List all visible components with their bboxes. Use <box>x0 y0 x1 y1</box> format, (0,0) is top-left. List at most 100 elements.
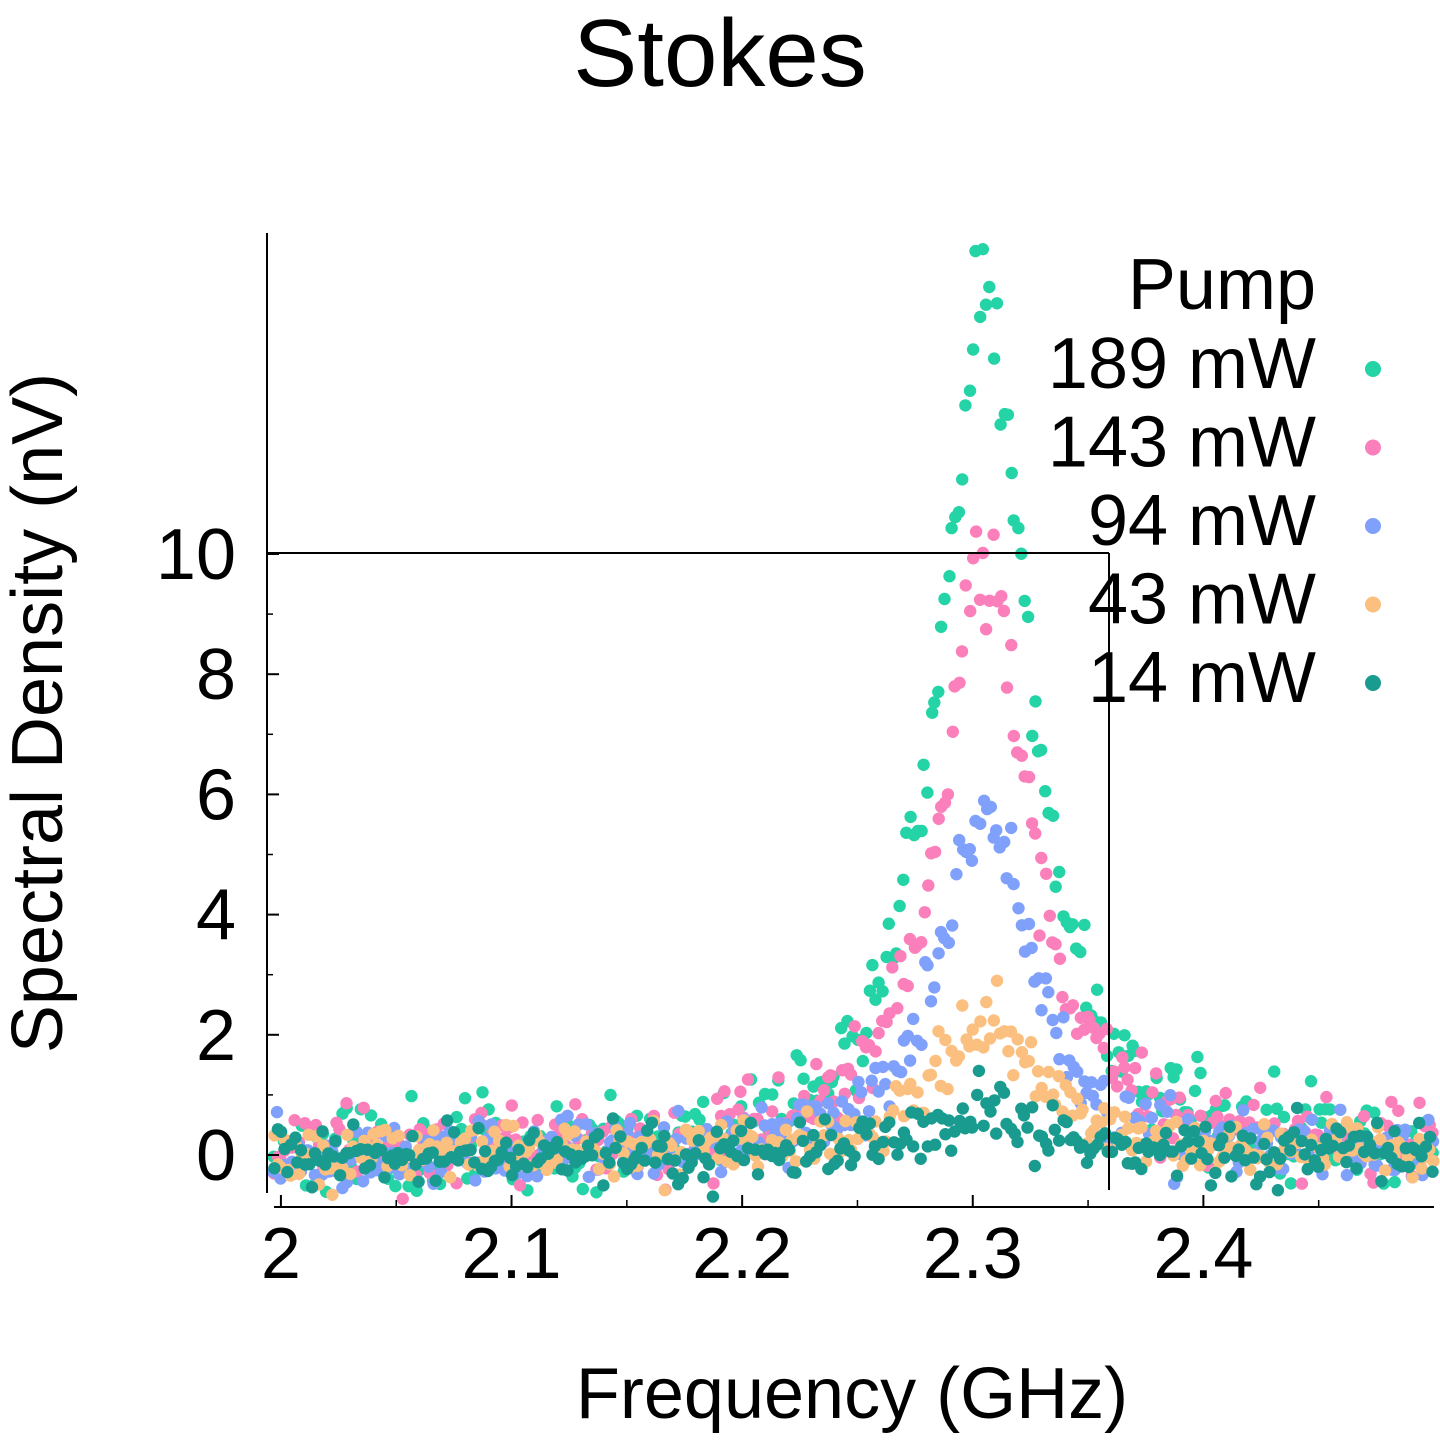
point-14-mw <box>737 1153 751 1167</box>
point-143-mw <box>1025 817 1039 830</box>
point-143-mw <box>922 879 935 892</box>
point-14-mw <box>860 1128 873 1141</box>
point-14-mw <box>1413 1116 1426 1130</box>
point-94-mw <box>1334 1103 1347 1117</box>
point-43-mw <box>1415 1162 1429 1175</box>
point-189-mw <box>934 620 948 633</box>
point-143-mw <box>969 525 983 538</box>
point-189-mw <box>869 993 882 1006</box>
point-14-mw <box>818 1113 832 1126</box>
point-94-mw <box>1160 1105 1174 1118</box>
point-143-mw <box>531 1113 544 1127</box>
point-14-mw <box>1153 1148 1167 1162</box>
point-94-mw <box>1181 1113 1195 1126</box>
y-tick-label: 8 <box>196 635 236 715</box>
point-14-mw <box>1201 1152 1214 1166</box>
point-14-mw <box>599 1146 612 1160</box>
point-143-mw <box>955 645 969 658</box>
point-14-mw <box>727 1134 740 1147</box>
point-189-mw <box>987 352 1001 365</box>
point-189-mw <box>1188 1084 1202 1098</box>
point-14-mw <box>783 1143 796 1157</box>
point-189-mw <box>389 1179 402 1193</box>
point-94-mw <box>1007 877 1020 891</box>
point-14-mw <box>1048 1123 1062 1137</box>
point-189-mw <box>576 1182 589 1196</box>
point-94-mw <box>1035 1004 1048 1017</box>
point-143-mw <box>979 623 993 636</box>
legend-marker <box>1365 361 1381 377</box>
point-94-mw <box>1305 1113 1319 1127</box>
point-43-mw <box>1031 1065 1045 1078</box>
point-43-mw <box>1258 1118 1271 1131</box>
legend-title: Pump <box>1128 245 1316 325</box>
legend-marker <box>1365 675 1381 691</box>
point-14-mw <box>649 1156 662 1169</box>
point-14-mw <box>1192 1135 1205 1148</box>
point-94-mw <box>998 835 1011 849</box>
point-94-mw <box>1039 972 1053 985</box>
point-14-mw <box>848 1150 861 1163</box>
point-14-mw <box>807 1128 820 1142</box>
point-14-mw <box>1273 1152 1287 1165</box>
point-143-mw <box>1056 990 1069 1004</box>
point-14-mw <box>268 1162 281 1175</box>
point-14-mw <box>1199 1120 1212 1134</box>
point-14-mw <box>592 1128 605 1141</box>
point-189-mw <box>1388 1175 1401 1189</box>
point-94-mw <box>942 936 955 949</box>
point-14-mw <box>1287 1126 1301 1139</box>
point-94-mw <box>953 833 966 847</box>
point-189-mw <box>1074 945 1087 959</box>
point-43-mw <box>292 1167 306 1181</box>
point-189-mw <box>952 506 966 519</box>
point-43-mw <box>1406 1171 1419 1184</box>
point-14-mw <box>1021 1121 1034 1134</box>
point-189-mw <box>959 399 972 412</box>
point-189-mw <box>938 592 951 606</box>
point-14-mw <box>689 1147 702 1160</box>
point-143-mw <box>1392 1104 1405 1118</box>
point-14-mw <box>1170 1169 1184 1182</box>
point-43-mw <box>665 1139 678 1153</box>
point-14-mw <box>551 1135 564 1149</box>
point-94-mw <box>990 824 1003 837</box>
point-94-mw <box>1164 1089 1177 1102</box>
point-143-mw <box>967 552 980 565</box>
point-143-mw <box>741 1073 755 1086</box>
point-189-mw <box>405 1089 418 1103</box>
point-143-mw <box>1066 999 1080 1012</box>
point-14-mw <box>319 1158 332 1171</box>
point-43-mw <box>711 1152 724 1165</box>
point-143-mw <box>1247 1098 1260 1112</box>
point-43-mw <box>746 1130 759 1143</box>
point-189-mw <box>1049 880 1062 893</box>
point-14-mw <box>948 1125 961 1138</box>
point-94-mw <box>865 1074 878 1087</box>
point-14-mw <box>1185 1152 1198 1165</box>
point-14-mw <box>1290 1101 1304 1115</box>
point-94-mw <box>974 817 987 830</box>
point-189-mw <box>897 873 910 886</box>
point-94-mw <box>1085 1076 1098 1089</box>
point-14-mw <box>1060 1115 1073 1129</box>
point-143-mw <box>734 1085 747 1098</box>
point-189-mw <box>1268 1065 1281 1078</box>
point-143-mw <box>1149 1067 1163 1080</box>
point-189-mw <box>866 958 879 972</box>
point-14-mw <box>638 1154 651 1167</box>
point-14-mw <box>883 1116 896 1129</box>
point-14-mw <box>1340 1155 1353 1169</box>
point-143-mw <box>886 961 899 974</box>
point-143-mw <box>1295 1177 1309 1190</box>
point-189-mw <box>943 570 956 583</box>
point-94-mw <box>950 868 963 881</box>
point-43-mw <box>1170 1115 1183 1129</box>
point-43-mw <box>800 1105 814 1118</box>
point-43-mw <box>1378 1164 1392 1177</box>
point-189-mw <box>974 310 987 324</box>
point-14-mw <box>597 1179 610 1192</box>
point-143-mw <box>995 590 1008 603</box>
point-14-mw <box>441 1114 454 1127</box>
point-43-mw <box>568 1125 581 1138</box>
